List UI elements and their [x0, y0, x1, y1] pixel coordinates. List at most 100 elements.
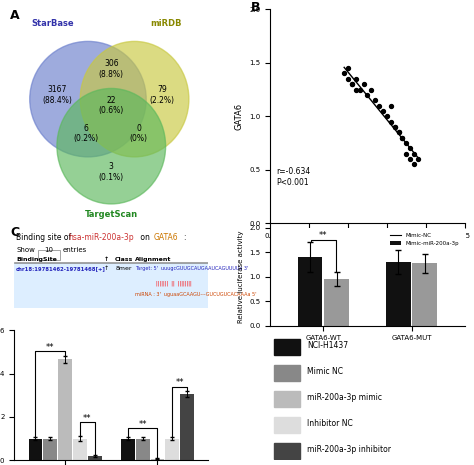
Text: r=-0.634
P<0.001: r=-0.634 P<0.001: [276, 167, 310, 187]
Point: [375, 102, 383, 109]
Point: [348, 80, 356, 88]
Text: miR-200a-3p mimic: miR-200a-3p mimic: [307, 393, 383, 402]
Text: 8mer: 8mer: [115, 266, 132, 271]
Ellipse shape: [30, 41, 146, 157]
Bar: [151, 458, 164, 460]
Point: [402, 140, 410, 147]
Text: 3167
(88.4%): 3167 (88.4%): [42, 85, 72, 105]
Text: **: **: [138, 420, 147, 429]
Point: [356, 86, 364, 93]
Bar: [274, 339, 300, 355]
Text: A: A: [10, 9, 20, 22]
Text: Inhibitor NC: Inhibitor NC: [307, 419, 353, 428]
Text: B: B: [251, 1, 261, 14]
FancyBboxPatch shape: [14, 263, 208, 308]
Point: [406, 155, 414, 163]
Point: [348, 80, 356, 88]
FancyBboxPatch shape: [38, 250, 60, 259]
Text: NCI-H1437: NCI-H1437: [307, 341, 348, 350]
Text: Alignment: Alignment: [135, 257, 171, 262]
Text: 3
(0.1%): 3 (0.1%): [99, 162, 124, 181]
Y-axis label: GATA6: GATA6: [235, 103, 244, 130]
Text: **: **: [83, 414, 91, 423]
Text: ↑: ↑: [103, 266, 109, 271]
Point: [410, 150, 418, 157]
Bar: [324, 279, 349, 326]
Text: BindingSite: BindingSite: [16, 257, 57, 262]
Point: [399, 134, 406, 141]
Bar: [43, 438, 57, 460]
Bar: [136, 438, 150, 460]
Text: **: **: [319, 231, 328, 239]
Legend: Mimic-NC, Mimic-miR-200a-3p: Mimic-NC, Mimic-miR-200a-3p: [388, 231, 462, 248]
Bar: [274, 418, 300, 433]
Point: [379, 107, 387, 114]
Text: 0
(0%): 0 (0%): [129, 124, 147, 143]
Text: Mimic NC: Mimic NC: [307, 367, 343, 376]
Point: [344, 75, 352, 83]
Text: Binding site of: Binding site of: [16, 232, 74, 242]
Text: :: :: [183, 232, 186, 242]
Text: GATA6: GATA6: [154, 232, 179, 242]
Point: [391, 123, 399, 131]
Text: Target: 5'  uuugcGUUGCAUGAAUCAGUUUUa 3': Target: 5' uuugcGUUGCAUGAAUCAGUUUUa 3': [135, 266, 248, 271]
Text: miRDB: miRDB: [150, 20, 182, 28]
Point: [387, 118, 394, 126]
Bar: [386, 262, 410, 326]
Text: ↑: ↑: [103, 257, 109, 262]
Text: StarBase: StarBase: [32, 20, 74, 28]
X-axis label: miR-200a-3p: miR-200a-3p: [341, 245, 394, 253]
Ellipse shape: [80, 41, 189, 157]
Text: **: **: [46, 343, 55, 352]
Text: miRNA : 3'  uguaaGCAAGU---GUCUGUCACAAAa 5': miRNA : 3' uguaaGCAAGU---GUCUGUCACAAAa 5…: [135, 292, 256, 297]
Text: 6
(0.2%): 6 (0.2%): [73, 124, 99, 143]
Text: 10: 10: [44, 247, 53, 253]
Text: chr18:19781462-19781468[+]: chr18:19781462-19781468[+]: [16, 266, 106, 271]
Text: **: **: [175, 379, 184, 387]
Bar: [274, 392, 300, 407]
Text: entries: entries: [63, 247, 87, 253]
Point: [402, 150, 410, 157]
Bar: [121, 438, 135, 460]
Text: 22
(0.6%): 22 (0.6%): [99, 96, 124, 115]
Bar: [274, 365, 300, 381]
Bar: [88, 456, 101, 460]
Point: [367, 86, 375, 93]
Text: TargetScan: TargetScan: [85, 210, 138, 219]
Y-axis label: Relative luciferase activity: Relative luciferase activity: [238, 231, 244, 323]
Text: C: C: [10, 226, 19, 239]
Text: 79
(2.2%): 79 (2.2%): [149, 85, 174, 105]
Bar: [274, 444, 300, 459]
Text: |||||||  ||  ||||||||: ||||||| || ||||||||: [135, 280, 191, 286]
Point: [344, 65, 352, 72]
Text: Class: Class: [115, 257, 133, 262]
Text: hsa-miR-200a-3p: hsa-miR-200a-3p: [69, 232, 134, 242]
Ellipse shape: [57, 88, 165, 204]
Text: miR-200a-3p inhibitor: miR-200a-3p inhibitor: [307, 445, 392, 454]
Point: [387, 102, 394, 109]
Point: [395, 129, 402, 136]
Bar: [180, 394, 194, 460]
Point: [352, 75, 360, 83]
Bar: [412, 264, 437, 326]
Bar: [165, 438, 179, 460]
Point: [383, 113, 391, 120]
Point: [372, 97, 379, 104]
Bar: [73, 438, 87, 460]
Point: [364, 91, 371, 99]
Point: [414, 155, 422, 163]
Bar: [298, 257, 322, 326]
Point: [391, 123, 399, 131]
Bar: [28, 438, 42, 460]
Text: 306
(8.8%): 306 (8.8%): [99, 60, 124, 79]
Point: [399, 134, 406, 141]
Point: [395, 129, 402, 136]
Text: on: on: [138, 232, 153, 242]
Point: [406, 145, 414, 152]
Bar: [58, 359, 72, 460]
Point: [352, 86, 360, 93]
Point: [360, 80, 367, 88]
Point: [410, 161, 418, 168]
Point: [340, 70, 348, 77]
Text: Show: Show: [16, 247, 35, 253]
